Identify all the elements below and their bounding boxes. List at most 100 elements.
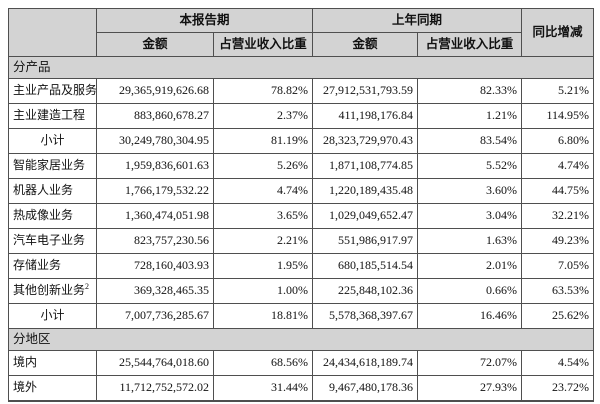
yoy-cell: 44.75% xyxy=(521,178,595,204)
table-body: 分产品主业产品及服务129,365,919,626.6878.82%27,912… xyxy=(7,56,595,402)
row-label: 境内 xyxy=(8,350,97,376)
prior-ratio-cell: 83.54% xyxy=(417,128,523,154)
segment-revenue-table: 本报告期 上年同期 同比增减 金额 占营业收入比重 金额 占营业收入比重 分产品… xyxy=(7,8,595,402)
current-ratio-cell: 1.00% xyxy=(212,278,314,304)
prior-ratio-cell: 1.21% xyxy=(417,103,523,129)
table-header: 本报告期 上年同期 同比增减 金额 占营业收入比重 金额 占营业收入比重 xyxy=(8,8,595,57)
current-ratio-cell: 31.44% xyxy=(212,375,314,402)
table-row: 主业产品及服务129,365,919,626.6878.82%27,912,53… xyxy=(8,78,595,104)
prior-amount-cell: 28,323,729,970.43 xyxy=(312,128,419,154)
current-amount-cell: 369,328,465.35 xyxy=(96,278,214,304)
table-row: 汽车电子业务 823,757,230.56 2.21% 551,986,917.97 1… xyxy=(8,228,595,254)
table-row: 其他创新业务2 369,328,465.35 1.00% 225,848,102.36… xyxy=(8,278,595,304)
yoy-cell: 6.80% xyxy=(521,128,595,154)
section-header-row: 分地区 xyxy=(7,328,595,351)
section-title: 分产品 xyxy=(7,56,595,79)
section-title: 分地区 xyxy=(7,328,595,351)
table-row: 小计 30,249,780,304.95 81.19% 28,323,729,970.… xyxy=(8,128,595,154)
prior-amount-cell: 1,220,189,435.48 xyxy=(312,178,419,204)
table-row: 境外 11,712,752,572.02 31.44% 9,467,480,178.3… xyxy=(8,375,595,402)
yoy-cell: 25.62% xyxy=(521,303,595,329)
table-row: 境内 25,544,764,018.60 68.56% 24,434,618,189.… xyxy=(8,350,595,376)
current-ratio-cell: 5.26% xyxy=(212,153,314,179)
current-amount-cell: 1,360,474,051.98 xyxy=(96,203,214,229)
current-ratio-cell: 1.95% xyxy=(212,253,314,279)
prior-amount-cell: 5,578,368,397.67 xyxy=(312,303,419,329)
prior-ratio-cell: 1.63% xyxy=(417,228,523,254)
yoy-cell: 7.05% xyxy=(521,253,595,279)
row-label: 机器人业务 xyxy=(8,178,97,204)
yoy-cell: 32.21% xyxy=(521,203,595,229)
current-amount-cell: 29,365,919,626.68 xyxy=(96,78,214,104)
prior-amount-cell: 411,198,176.84 xyxy=(312,103,419,129)
current-amount-subheader: 金额 xyxy=(96,32,214,57)
current-amount-cell: 728,160,403.93 xyxy=(96,253,214,279)
prior-amount-cell: 27,912,531,793.59 xyxy=(312,78,419,104)
current-ratio-cell: 2.37% xyxy=(212,103,314,129)
row-label: 汽车电子业务 xyxy=(8,228,97,254)
current-amount-cell: 11,712,752,572.02 xyxy=(96,375,214,402)
current-ratio-cell: 4.74% xyxy=(212,178,314,204)
table-row: 智能家居业务 1,959,836,601.63 5.26% 1,871,108,774… xyxy=(8,153,595,179)
prior-ratio-cell: 16.46% xyxy=(417,303,523,329)
current-period-header: 本报告期 xyxy=(95,8,314,33)
current-ratio-cell: 2.21% xyxy=(212,228,314,254)
current-ratio-cell: 81.19% xyxy=(212,128,314,154)
row-label: 智能家居业务 xyxy=(8,153,97,179)
yoy-header: 同比增减 xyxy=(521,8,595,57)
prior-amount-cell: 551,986,917.97 xyxy=(312,228,419,254)
yoy-cell: 23.72% xyxy=(521,375,595,402)
prior-amount-cell: 225,848,102.36 xyxy=(312,278,419,304)
prior-amount-cell: 1,029,049,652.47 xyxy=(312,203,419,229)
table-row: 存储业务 728,160,403.93 1.95% 680,185,514.54 2.0… xyxy=(8,253,595,279)
table-row: 小计 7,007,736,285.67 18.81% 5,578,368,397.67… xyxy=(8,303,595,329)
current-amount-cell: 1,766,179,532.22 xyxy=(96,178,214,204)
row-label: 热成像业务 xyxy=(8,203,97,229)
prior-ratio-cell: 0.66% xyxy=(417,278,523,304)
row-label: 主业建造工程 xyxy=(8,103,97,129)
prior-amount-cell: 680,185,514.54 xyxy=(312,253,419,279)
prior-ratio-cell: 3.04% xyxy=(417,203,523,229)
yoy-cell: 5.21% xyxy=(521,78,595,104)
prior-amount-cell: 1,871,108,774.85 xyxy=(312,153,419,179)
table-row: 主业建造工程 883,860,678.27 2.37% 411,198,176.84 1… xyxy=(8,103,595,129)
row-label: 主业产品及服务1 xyxy=(8,78,97,104)
prior-ratio-cell: 72.07% xyxy=(417,350,523,376)
prior-ratio-cell: 3.60% xyxy=(417,178,523,204)
current-amount-cell: 1,959,836,601.63 xyxy=(96,153,214,179)
current-amount-cell: 7,007,736,285.67 xyxy=(96,303,214,329)
current-ratio-subheader: 占营业收入比重 xyxy=(212,32,314,57)
prior-ratio-cell: 2.01% xyxy=(417,253,523,279)
row-label: 境外 xyxy=(8,375,97,402)
current-amount-cell: 823,757,230.56 xyxy=(96,228,214,254)
current-amount-cell: 883,860,678.27 xyxy=(96,103,214,129)
table-row: 热成像业务 1,360,474,051.98 3.65% 1,029,049,652.… xyxy=(8,203,595,229)
prior-ratio-cell: 82.33% xyxy=(417,78,523,104)
prior-amount-cell: 24,434,618,189.74 xyxy=(312,350,419,376)
current-ratio-cell: 18.81% xyxy=(212,303,314,329)
prior-period-header: 上年同期 xyxy=(312,8,523,33)
current-ratio-cell: 78.82% xyxy=(212,78,314,104)
row-label: 其他创新业务2 xyxy=(8,278,97,304)
section-header-row: 分产品 xyxy=(7,56,595,79)
prior-amount-subheader: 金额 xyxy=(312,32,419,57)
yoy-cell: 49.23% xyxy=(521,228,595,254)
yoy-cell: 63.53% xyxy=(521,278,595,304)
yoy-cell: 4.74% xyxy=(521,153,595,179)
yoy-cell: 114.95% xyxy=(521,103,595,129)
current-amount-cell: 25,544,764,018.60 xyxy=(96,350,214,376)
header-row-sub: 金额 占营业收入比重 金额 占营业收入比重 xyxy=(9,32,594,57)
corner-blank-cell xyxy=(8,8,97,57)
yoy-cell: 4.54% xyxy=(521,350,595,376)
row-label: 小计 xyxy=(8,128,97,154)
prior-ratio-cell: 5.52% xyxy=(417,153,523,179)
table-row: 机器人业务 1,766,179,532.22 4.74% 1,220,189,435.… xyxy=(8,178,595,204)
footnote-superscript: 2 xyxy=(85,282,90,292)
row-label: 存储业务 xyxy=(8,253,97,279)
row-label: 小计 xyxy=(8,303,97,329)
header-row-top: 本报告期 上年同期 同比增减 xyxy=(8,8,595,57)
prior-amount-cell: 9,467,480,178.36 xyxy=(312,375,419,402)
current-ratio-cell: 3.65% xyxy=(212,203,314,229)
current-ratio-cell: 68.56% xyxy=(212,350,314,376)
